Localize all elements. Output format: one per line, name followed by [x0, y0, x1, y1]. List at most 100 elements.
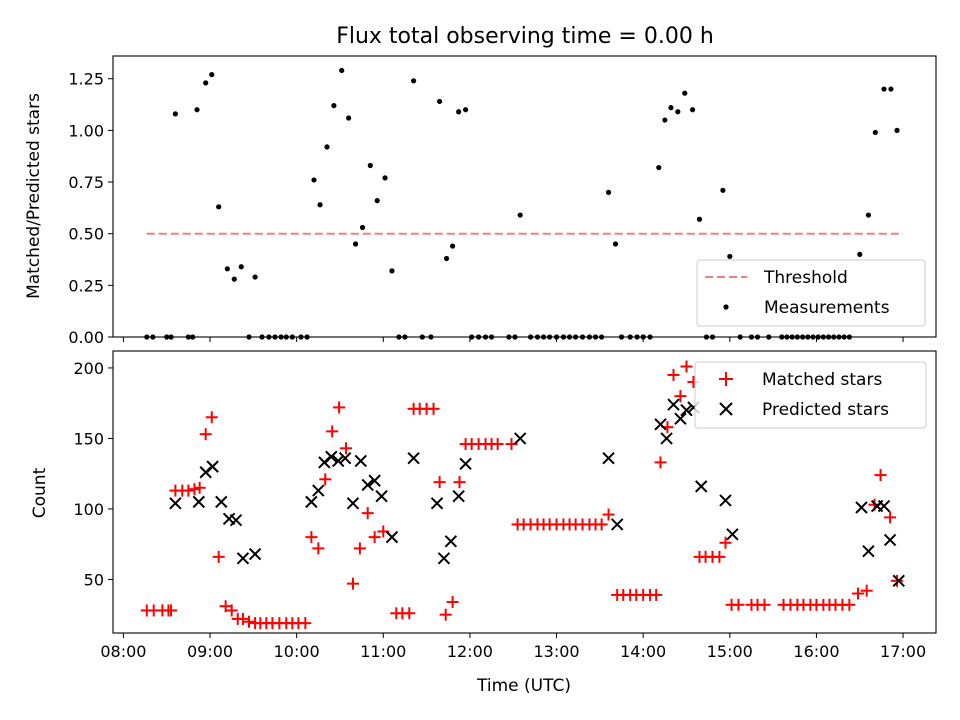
measurement-point — [317, 202, 323, 208]
predicted-star-point — [332, 454, 345, 468]
bottom-y-axis-label: Count — [30, 467, 50, 518]
matched-star-point — [674, 390, 687, 403]
predicted-star-point — [726, 528, 739, 541]
measurement-point — [172, 111, 178, 117]
matched-star-point — [219, 600, 232, 613]
x-tick-label: 15:00 — [707, 642, 753, 661]
measurement-point — [209, 71, 215, 78]
measurement-point — [389, 268, 395, 274]
matched-star-point — [319, 473, 332, 486]
measurement-point — [352, 241, 359, 247]
predicted-star-point — [855, 501, 868, 514]
matched-star-point — [340, 442, 353, 455]
predicted-star-point — [452, 490, 465, 503]
matched-star-point — [243, 615, 256, 628]
legend-measurements-swatch — [723, 304, 729, 310]
top-y-tick-label: 0.75 — [68, 173, 104, 192]
predicted-star-point — [719, 494, 732, 507]
x-tick-label: 13:00 — [533, 642, 579, 661]
matched-star-point — [680, 360, 693, 373]
predicted-star-point — [206, 460, 219, 473]
measurement-point — [888, 86, 894, 92]
measurement-point — [224, 266, 230, 272]
predicted-star-point — [192, 495, 205, 509]
matched-star-point — [884, 511, 897, 524]
predicted-star-point — [248, 547, 262, 561]
measurement-point — [443, 255, 450, 262]
measurement-point — [682, 90, 688, 96]
predicted-star-point — [215, 495, 228, 509]
bottom-panel: 50 100 150 200 08:00 09:00 10:00 11:00 12:00 13:… — [30, 350, 937, 696]
chart-title: Flux total observing time = 0.00 h — [336, 24, 714, 49]
measurement-point — [462, 107, 469, 113]
matched-star-point — [595, 518, 608, 531]
x-tick-label: 08:00 — [100, 642, 146, 661]
x-tick-label: 14:00 — [620, 642, 666, 661]
measurement-point — [339, 67, 345, 74]
top-legend-box — [696, 259, 926, 327]
predicted-star-point — [312, 484, 325, 497]
matched-star-point — [719, 536, 732, 549]
measurement-point — [668, 105, 674, 111]
matched-star-point — [891, 574, 904, 587]
predicted-star-point — [883, 533, 897, 547]
matched-star-point — [874, 469, 887, 482]
top-y-axis: 0.00 0.25 0.50 0.75 1.00 1.25 — [68, 70, 113, 347]
predicted-star-point — [354, 454, 367, 468]
measurement-point — [675, 109, 681, 115]
measurement-point — [696, 216, 703, 222]
matched-star-point — [188, 483, 201, 496]
top-y-axis-label: Matched/Predicted stars — [24, 93, 44, 299]
matched-star-point — [732, 598, 745, 611]
matched-star-point — [860, 584, 873, 597]
bottom-y-tick-label: 100 — [73, 500, 104, 519]
legend-matched-swatch — [719, 372, 733, 386]
top-y-tick-label: 0.50 — [68, 225, 104, 244]
matched-star-point — [326, 425, 339, 438]
measurement-point — [331, 102, 337, 109]
measurement-point — [662, 117, 668, 123]
measurement-point — [252, 274, 258, 280]
predicted-star-point — [674, 412, 687, 425]
measurement-point — [689, 107, 696, 113]
matched-star-point — [852, 587, 865, 600]
bottom-y-axis: 50 100 150 200 — [73, 359, 113, 589]
measurement-point — [881, 86, 887, 92]
predicted-star-point — [407, 451, 420, 465]
measurement-point — [374, 198, 380, 204]
matched-star-point — [165, 604, 178, 617]
predicted-star-point — [444, 535, 458, 548]
matched-star-point — [312, 542, 325, 555]
matched-star-point — [433, 476, 446, 489]
measurement-point — [216, 204, 222, 210]
matched-star-point — [299, 617, 312, 630]
matched-star-point — [439, 608, 452, 621]
predicted-star-point — [695, 480, 708, 493]
matched-star-point — [368, 531, 381, 544]
measurement-point — [231, 276, 237, 282]
matched-star-point — [654, 456, 667, 469]
legend-predicted-label: Predicted stars — [762, 400, 889, 420]
x-tick-label: 17:00 — [880, 642, 926, 661]
matched-star-point — [446, 595, 459, 608]
matched-stars-points — [140, 360, 904, 630]
predicted-star-point — [877, 499, 891, 513]
x-tick-label: 12:00 — [447, 642, 493, 661]
measurement-point — [367, 162, 373, 169]
measurement-point — [865, 212, 872, 218]
measurement-point — [894, 127, 900, 133]
matched-star-point — [403, 607, 416, 620]
predicted-star-point — [862, 545, 875, 558]
measurement-point — [857, 251, 863, 257]
matched-star-point — [205, 411, 218, 424]
x-tick-label: 10:00 — [274, 642, 320, 661]
bottom-y-tick-label: 50 — [84, 570, 104, 589]
measurement-point — [382, 175, 388, 181]
predicted-star-point — [305, 495, 318, 509]
matched-star-point — [236, 612, 249, 625]
predicted-star-point — [375, 490, 388, 503]
x-axis-label: Time (UTC) — [476, 676, 571, 696]
top-y-tick-label: 1.00 — [68, 121, 104, 140]
top-legend: Threshold Measurements — [696, 259, 926, 327]
